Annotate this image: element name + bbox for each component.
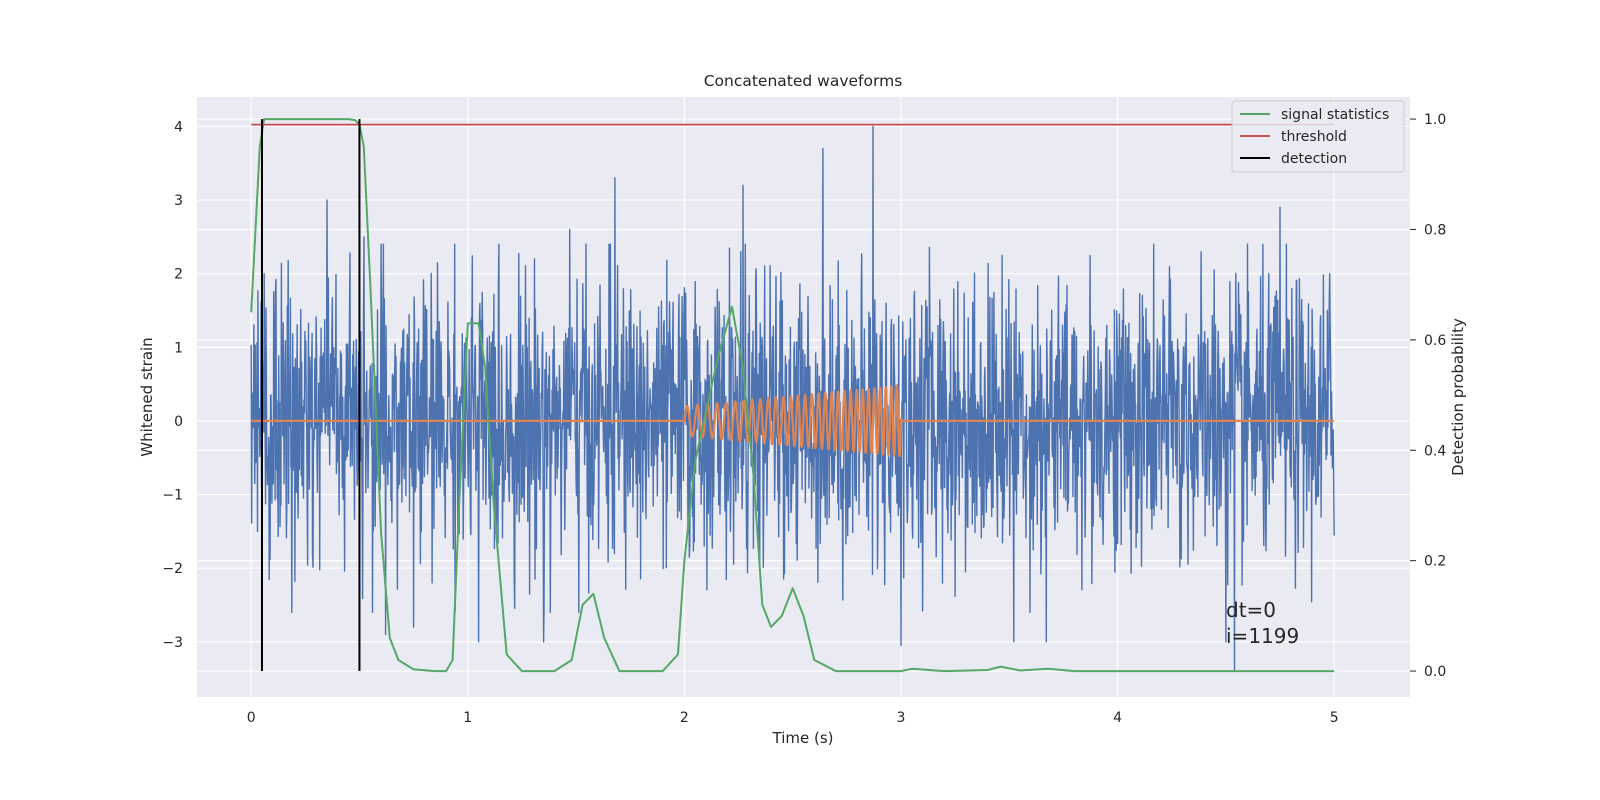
- y-tick-label: −1: [162, 488, 183, 504]
- y2-axis-title: Detection probability: [1449, 318, 1467, 476]
- y-tick-label: 2: [174, 267, 183, 283]
- y-tick-label: 4: [174, 119, 183, 135]
- legend-label: threshold: [1281, 129, 1347, 145]
- y2-tick-label: 0.4: [1424, 443, 1446, 459]
- axes: 0 1 2 3 4 5 4 3 2 1 0 −1 −2 −3 1.0 0.8 0.6 0.4 0.2 0.0: [162, 112, 1446, 726]
- y-axis-title: Whitened strain: [138, 337, 156, 456]
- chirp-series-line: [251, 384, 1335, 458]
- x-tick-label: 1: [463, 710, 472, 726]
- x-tick-label: 4: [1113, 710, 1122, 726]
- legend-label: detection: [1281, 151, 1347, 167]
- signal-statistics-line: [250, 118, 1335, 673]
- y-tick-label: −3: [162, 635, 183, 651]
- y-tick-label: 1: [174, 340, 183, 356]
- x-tick-label: 5: [1330, 710, 1339, 726]
- annotations: dt=0 i=1199: [1226, 598, 1299, 648]
- legend-label: signal statistics: [1281, 107, 1389, 123]
- legend: signal statistics threshold detection: [1231, 100, 1405, 173]
- annotation-dt: dt=0: [1226, 598, 1276, 622]
- x-axis-title: Time (s): [772, 729, 834, 747]
- y2-tick-label: 0.0: [1424, 664, 1446, 680]
- x-tick-label: 2: [680, 710, 689, 726]
- x-tick-label: 3: [897, 710, 906, 726]
- plot-area: [250, 118, 1335, 673]
- y2-tick-label: 0.2: [1424, 554, 1446, 570]
- y-tick-label: −2: [162, 561, 183, 577]
- y2-tick-label: 1.0: [1424, 112, 1446, 128]
- x-tick-label: 0: [247, 710, 256, 726]
- chart-title: Concatenated waveforms: [704, 72, 903, 90]
- y-tick-label: 0: [174, 414, 183, 430]
- y2-tick-label: 0.8: [1424, 222, 1446, 238]
- annotation-i: i=1199: [1226, 624, 1299, 648]
- y2-tick-label: 0.6: [1424, 333, 1446, 349]
- y-tick-label: 3: [174, 193, 183, 209]
- legend-frame: [1231, 100, 1405, 173]
